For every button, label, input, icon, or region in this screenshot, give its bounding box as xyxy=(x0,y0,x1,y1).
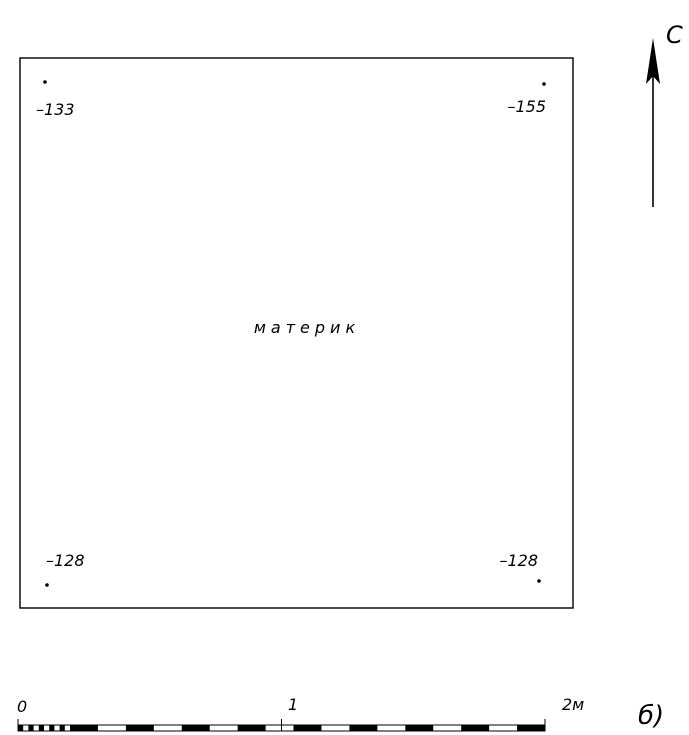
scale-segment xyxy=(517,725,545,731)
point-bottom-left xyxy=(45,583,49,587)
north-label: С xyxy=(666,21,683,49)
scale-segment xyxy=(125,725,154,731)
scale-fine-segment xyxy=(59,725,65,731)
scale-segment xyxy=(181,725,210,731)
scale-segment xyxy=(349,725,378,731)
scale-segment xyxy=(405,725,434,731)
scale-segment xyxy=(461,725,490,731)
elevation-bottom-left: –128 xyxy=(46,551,85,570)
elevation-top-right: –155 xyxy=(507,97,546,116)
figure-label: б) xyxy=(638,701,664,731)
scale-fine-segment xyxy=(28,725,34,731)
excavation-square xyxy=(19,57,574,609)
scale-label-start: 0 xyxy=(17,697,27,716)
scale-segment xyxy=(237,725,266,731)
scale-segment xyxy=(70,725,98,731)
elevation-bottom-right: –128 xyxy=(499,551,538,570)
scale-label-mid: 1 xyxy=(288,695,298,714)
point-bottom-right xyxy=(537,579,541,583)
point-top-left xyxy=(43,80,47,84)
scale-fine-segment xyxy=(38,725,44,731)
scale-fine-segment xyxy=(18,725,24,731)
scale-fine-segment xyxy=(49,725,55,731)
point-top-right xyxy=(542,82,546,86)
scale-label-end: 2м xyxy=(562,695,584,714)
elevation-top-left: –133 xyxy=(36,100,75,119)
soil-label: материк xyxy=(254,318,360,337)
scale-segment xyxy=(293,725,322,731)
north-arrow-icon xyxy=(646,38,660,207)
scale-bar xyxy=(17,719,546,732)
